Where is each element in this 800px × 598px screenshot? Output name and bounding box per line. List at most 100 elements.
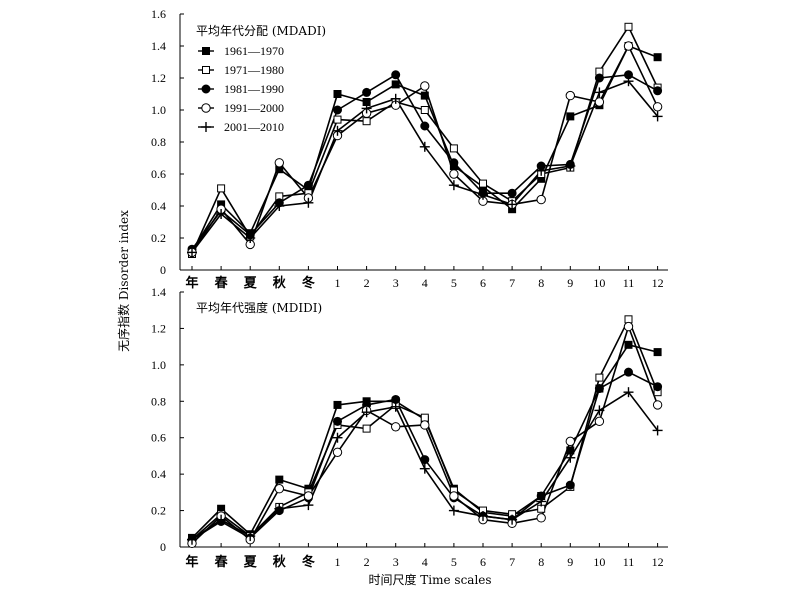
y-tick-label: 0.6 <box>151 431 166 445</box>
y-tick-label: 0.6 <box>151 167 166 181</box>
x-tick-label: 7 <box>509 276 515 290</box>
data-point <box>536 496 547 507</box>
legend-marker <box>201 84 211 94</box>
data-point <box>333 400 342 409</box>
legend-entry: 1971—1980 <box>198 63 284 77</box>
x-tick-label: 5 <box>451 555 457 569</box>
data-point <box>303 197 314 208</box>
y-tick-label: 1.0 <box>151 358 166 372</box>
series-line-1 <box>191 25 659 255</box>
data-point <box>507 188 517 198</box>
y-tick-label: 0.2 <box>151 504 166 518</box>
x-tick-label: 10 <box>593 276 605 290</box>
y-tick-label: 1.4 <box>151 285 166 299</box>
x-tick-label: 10 <box>593 555 605 569</box>
x-tick-label: 8 <box>538 555 544 569</box>
data-point <box>653 86 663 96</box>
data-point <box>362 424 371 433</box>
data-point <box>361 407 372 418</box>
data-point <box>187 534 197 545</box>
data-point <box>216 209 227 219</box>
data-point <box>390 93 401 104</box>
x-tick-label: 春 <box>214 275 229 291</box>
legend-label: 2001—2010 <box>224 120 284 134</box>
top-panel: 00.20.40.60.81.01.21.41.6年春夏秋冬 1 2 3 4 5 6 7 8 9 1… <box>151 7 668 291</box>
data-point <box>652 400 663 410</box>
data-point <box>420 413 429 422</box>
data-point <box>303 500 314 511</box>
data-point <box>594 97 605 107</box>
data-point <box>391 422 401 432</box>
legend-marker <box>201 103 211 113</box>
x-tick-label: 夏 <box>243 276 258 291</box>
x-tick-label: 4 <box>422 276 428 290</box>
data-point <box>565 436 575 447</box>
y-tick-label: 0.8 <box>151 394 166 408</box>
data-point <box>653 53 662 62</box>
data-point <box>332 125 343 136</box>
data-point <box>332 447 343 457</box>
data-point <box>594 73 604 83</box>
x-tick-label: 11 <box>623 276 635 290</box>
x-tick-label: 1 <box>335 555 341 569</box>
data-point <box>624 315 633 324</box>
data-point <box>652 102 663 112</box>
x-tick-label: 1 <box>335 276 341 290</box>
x-tick-label: 2 <box>364 555 370 569</box>
data-point <box>187 247 197 258</box>
x-tick-label: 秋 <box>273 275 287 291</box>
data-point <box>594 384 604 394</box>
bottom-panel: 00.20.40.60.81.01.21.4年春夏秋冬 1 2 3 4 5 6 7 8 9 10 11… <box>151 285 668 570</box>
legend-label: 1991—2000 <box>224 101 284 115</box>
data-point <box>420 420 430 430</box>
x-tick-label: 9 <box>567 555 573 569</box>
y-tick-label: 0 <box>160 263 166 277</box>
x-tick-label: 冬 <box>302 554 315 570</box>
legend-marker <box>201 122 211 132</box>
data-point <box>594 405 605 416</box>
x-tick-label: 夏 <box>243 555 258 570</box>
x-tick-label: 年 <box>185 554 198 570</box>
x-tick-label: 2 <box>364 276 370 290</box>
data-point <box>449 491 459 501</box>
data-point <box>333 105 342 115</box>
data-point <box>652 425 663 436</box>
x-tick-label: 6 <box>480 555 486 569</box>
data-point <box>565 90 575 101</box>
x-tick-label: 5 <box>451 276 457 290</box>
x-tick-label: 冬 <box>302 275 315 291</box>
x-tick-label: 6 <box>480 276 486 290</box>
data-point <box>594 416 605 427</box>
data-point <box>303 491 314 501</box>
data-point <box>274 484 284 494</box>
data-point <box>216 514 227 525</box>
y-tick-label: 1.2 <box>151 71 166 85</box>
data-point <box>391 70 401 80</box>
x-tick-label: 9 <box>567 276 573 290</box>
y-axis-title: 无序指数 Disorder index <box>116 210 131 352</box>
y-tick-label: 0.4 <box>151 199 166 213</box>
y-tick-label: 1.6 <box>151 7 166 21</box>
data-point <box>448 505 459 516</box>
data-point <box>361 103 372 114</box>
data-point <box>217 184 226 193</box>
legend-entry: 2001—2010 <box>198 120 284 134</box>
data-point <box>565 480 575 490</box>
x-tick-label: 11 <box>623 555 635 569</box>
legend-label: 1981—1990 <box>224 82 284 96</box>
legend-entry: 1961—1970 <box>198 44 284 58</box>
data-point <box>623 76 634 87</box>
y-tick-label: 0.4 <box>151 467 166 481</box>
data-point <box>566 112 575 121</box>
data-point <box>565 161 576 171</box>
panel-title: 平均年代分配 (MDADI) <box>196 24 326 38</box>
y-tick-label: 0.2 <box>151 231 166 245</box>
x-tick-label: 12 <box>652 276 664 290</box>
data-point <box>245 531 256 542</box>
data-point <box>275 475 284 484</box>
legend-marker <box>202 47 210 55</box>
data-point <box>449 158 459 168</box>
legend-entry: 1991—2000 <box>198 101 284 115</box>
x-tick-label: 春 <box>214 554 229 570</box>
data-point <box>478 511 488 522</box>
